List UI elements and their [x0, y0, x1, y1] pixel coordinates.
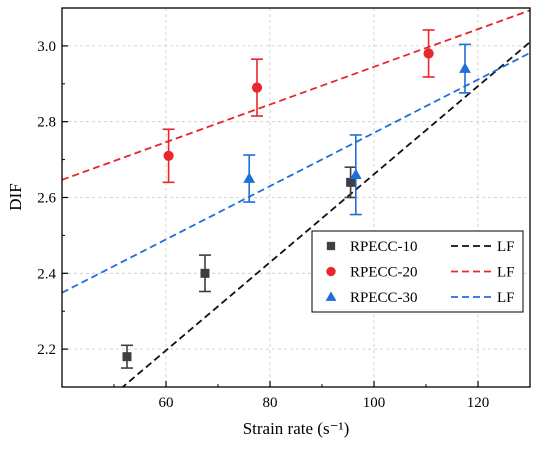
error-bars: [121, 29, 471, 369]
grid-lines: [62, 8, 530, 387]
tick-labels: 60 80 100 120 2.2 2.4 2.6 2.8 3.0: [37, 39, 489, 411]
data-point-rpecc-30: [243, 172, 256, 183]
x-tick-label: 80: [263, 395, 278, 411]
legend-label-series: RPECC-20: [350, 265, 418, 281]
data-point-rpecc-10: [200, 268, 210, 278]
y-tick-label: 2.4: [37, 266, 56, 282]
data-point-rpecc-30: [349, 168, 362, 180]
x-axis-title: Strain rate (s⁻¹): [243, 419, 350, 438]
legend-row-rpecc-10: RPECC-10 LF: [326, 239, 515, 255]
legend-label-fit: LF: [497, 265, 515, 281]
y-tick-label: 2.2: [37, 342, 56, 358]
legend-marker-rpecc-10: [326, 241, 336, 251]
data-point-rpecc-20: [251, 82, 263, 93]
legend-label-series: RPECC-10: [350, 239, 418, 255]
y-tick-label: 2.6: [37, 191, 56, 207]
legend-label-series: RPECC-30: [350, 290, 418, 306]
fit-line-rpecc-10: [121, 41, 530, 387]
axis-ticks: [62, 45, 479, 388]
data-point-rpecc-10: [122, 352, 132, 362]
legend-row-rpecc-30: RPECC-30 LF: [325, 290, 515, 306]
legend: RPECC-10 LF RPECC-20 LF RPECC-30 LF: [311, 230, 524, 313]
data-point-rpecc-30: [459, 62, 471, 73]
legend-label-fit: LF: [497, 290, 515, 306]
legend-label-fit: LF: [497, 239, 515, 255]
y-tick-label: 3.0: [37, 39, 56, 55]
legend-marker-rpecc-30: [325, 291, 337, 301]
fit-line-rpecc-20: [62, 9, 530, 181]
legend-row-rpecc-20: RPECC-20 LF: [326, 265, 515, 281]
x-tick-label: 120: [467, 395, 490, 411]
data-markers: [122, 48, 471, 362]
x-tick-label: 100: [363, 395, 386, 411]
y-axis-title: DIF: [6, 183, 25, 210]
data-point-rpecc-20: [163, 150, 174, 161]
y-tick-label: 2.8: [37, 115, 56, 131]
fit-lines: [62, 9, 530, 387]
legend-marker-rpecc-20: [326, 266, 336, 277]
legend-rows: RPECC-10 LF RPECC-20 LF RPECC-30 LF: [325, 239, 515, 306]
data-point-rpecc-20: [423, 48, 434, 59]
data-point-rpecc-10: [346, 177, 356, 187]
x-tick-label: 60: [159, 395, 174, 411]
